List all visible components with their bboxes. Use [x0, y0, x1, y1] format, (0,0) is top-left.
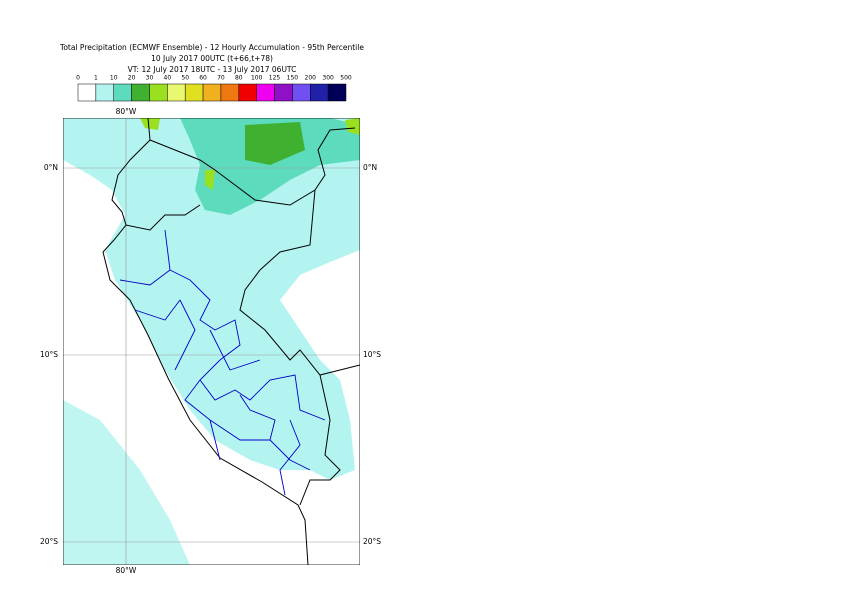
legend-label: 50	[181, 75, 189, 82]
region-border	[119, 229, 326, 496]
legend-swatch	[256, 83, 275, 102]
precip-area	[63, 118, 360, 480]
legend-swatch	[220, 83, 240, 102]
legend-swatch	[113, 83, 132, 102]
lon-label: 80°W	[116, 107, 137, 116]
lat-label: 0°N	[363, 163, 377, 172]
map	[63, 118, 360, 565]
legend-swatch	[131, 83, 150, 102]
legend-swatch	[95, 83, 114, 102]
legend-label: 125	[269, 75, 281, 82]
legend-swatch	[184, 83, 204, 102]
legend-label: 1	[94, 75, 98, 82]
subtitle: 10 July 2017 00UTC (t+66,t+78)	[151, 54, 273, 63]
legend-swatch	[238, 83, 257, 102]
legend-swatch	[310, 83, 329, 102]
legend-swatch	[274, 83, 293, 102]
legend-swatch	[327, 83, 347, 102]
valid-time: VT: 12 July 2017 18UTC - 13 July 2017 06…	[128, 65, 297, 74]
precip-area	[245, 122, 305, 165]
precip-area	[63, 120, 110, 150]
legend-label: 150	[287, 75, 299, 82]
legend-label: 300	[322, 75, 334, 82]
legend-label: 60	[199, 75, 207, 82]
lat-label: 10°S	[363, 350, 381, 359]
lon-label: 80°W	[116, 566, 137, 575]
header: Total Precipitation (ECMWF Ensemble) - 1…	[59, 43, 364, 74]
legend-label: 200	[305, 75, 317, 82]
legend-label: 100	[251, 75, 263, 82]
legend-label: 30	[146, 75, 154, 82]
precip-area	[180, 118, 360, 215]
legend-label: 500	[340, 75, 352, 82]
legend-swatch	[292, 83, 311, 102]
precip-area	[63, 400, 190, 565]
title: Total Precipitation (ECMWF Ensemble) - 1…	[59, 43, 364, 52]
legend-label: 20	[128, 75, 136, 82]
lat-label: 10°S	[40, 350, 58, 359]
lat-label: 0°N	[44, 163, 58, 172]
legend-swatch	[202, 83, 222, 102]
legend-label: 80	[235, 75, 243, 82]
legend-label: 0	[76, 75, 80, 82]
legend-swatch	[149, 83, 168, 102]
legend-label: 70	[217, 75, 225, 82]
legend: 0 1 10 20 30 40 50 60 70 80 100 125 150 200 300 500	[76, 75, 352, 102]
legend-swatch	[167, 83, 186, 102]
legend-label: 40	[164, 75, 172, 82]
lat-label: 20°S	[363, 537, 381, 546]
coastline	[102, 118, 309, 565]
legend-label: 10	[110, 75, 118, 82]
country-border	[125, 127, 360, 506]
lat-label: 20°S	[40, 537, 58, 546]
legend-swatch	[77, 83, 97, 102]
